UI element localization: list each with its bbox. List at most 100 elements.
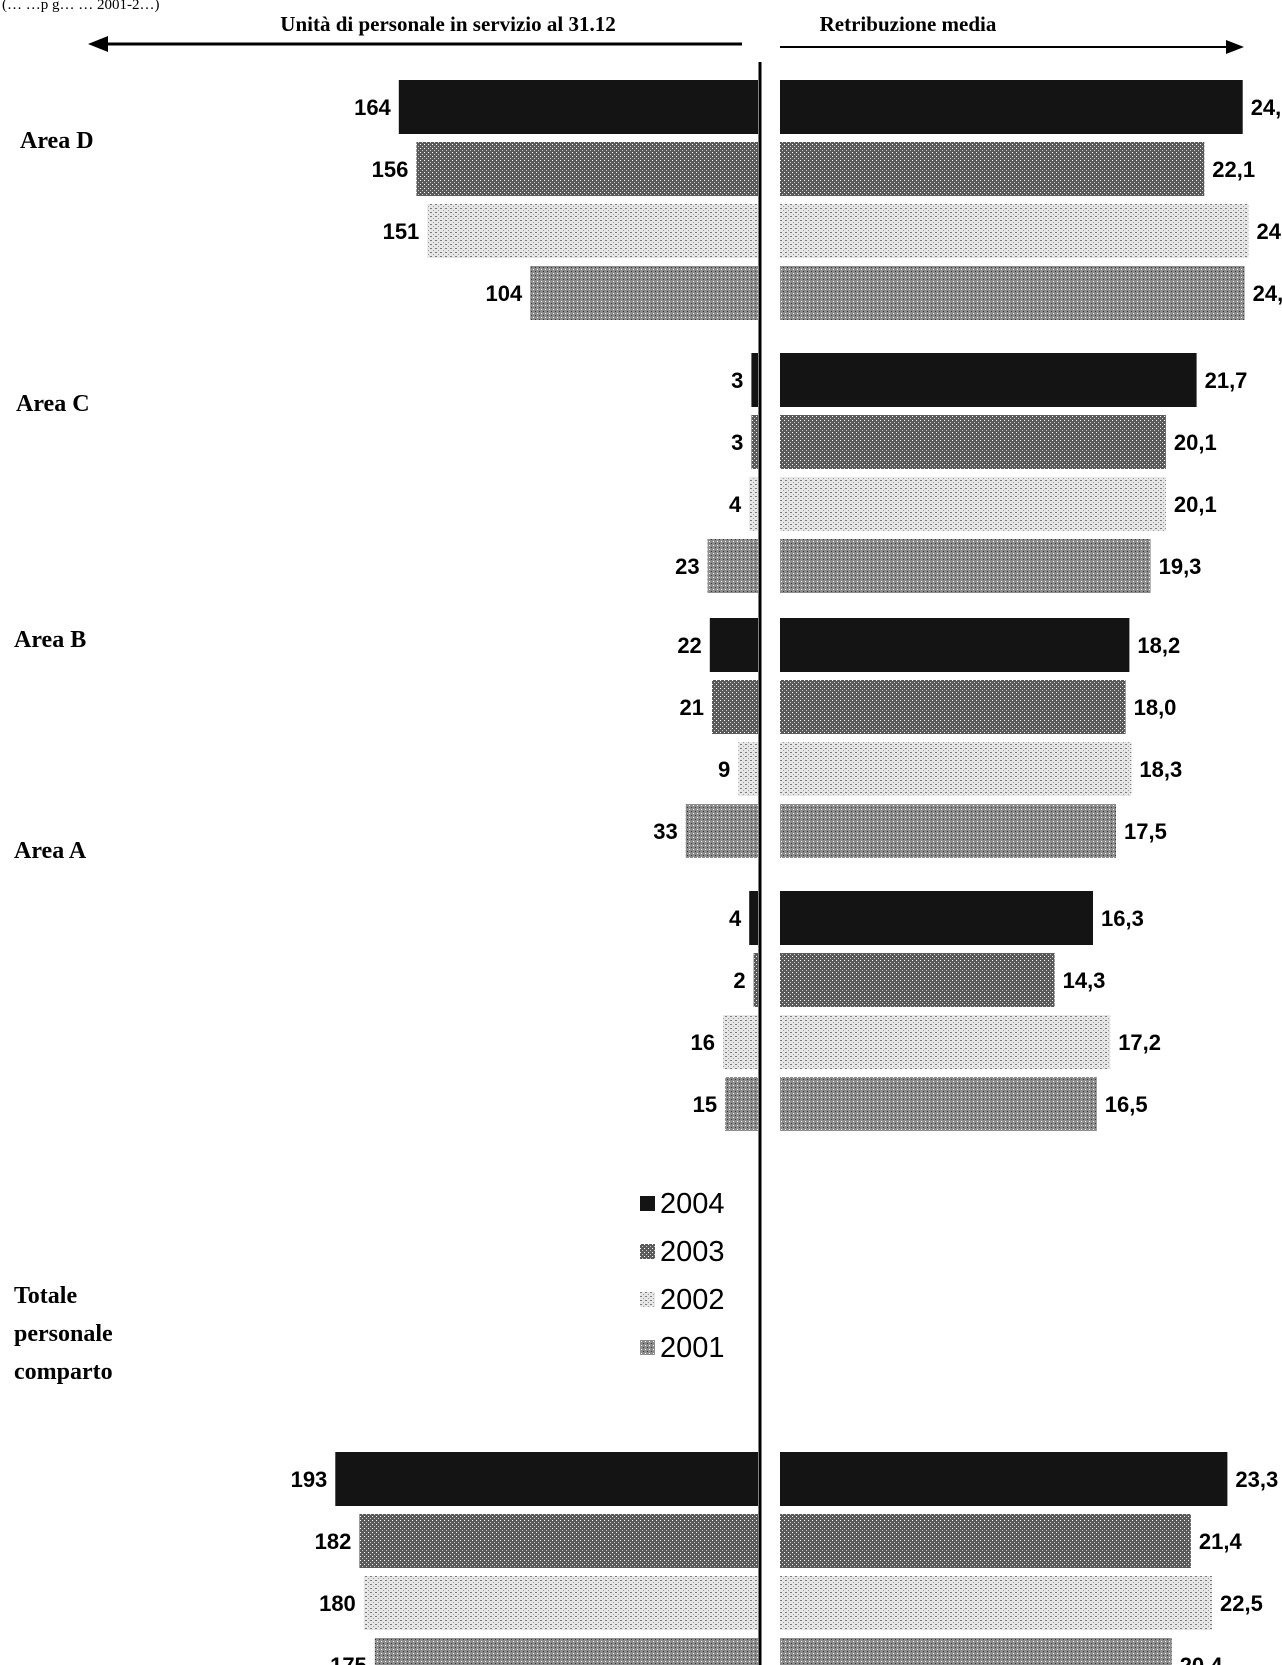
right-value-label-4-2001: 20,4 <box>1180 1653 1224 1665</box>
left-value-label-4-2002: 180 <box>319 1591 356 1616</box>
legend-label-2002: 2002 <box>660 1284 725 1316</box>
legend-label-2001: 2001 <box>660 1332 725 1364</box>
left-bar-2-2001 <box>685 804 758 858</box>
right-value-label-3-2001: 16,5 <box>1105 1092 1148 1117</box>
left-bar-3-2002 <box>723 1015 758 1069</box>
right-value-label-4-2003: 21,4 <box>1199 1529 1243 1554</box>
right-bar-3-2003 <box>780 953 1055 1007</box>
right-panel-title: Retribuzione media <box>820 12 997 36</box>
left-bar-0-2004 <box>398 80 758 134</box>
left-bar-1-2004 <box>751 353 758 407</box>
category-label-comparto: comparto <box>14 1359 113 1385</box>
right-bar-3-2002 <box>780 1015 1111 1069</box>
top-cut-text: (… …p g… … 2001-2…) <box>2 0 160 13</box>
right-bar-0-2004 <box>780 80 1243 134</box>
right-value-label-3-2002: 17,2 <box>1118 1030 1161 1055</box>
left-value-label-1-2001: 23 <box>675 554 699 579</box>
right-value-label-2-2003: 18,0 <box>1134 695 1177 720</box>
left-value-label-3-2003: 2 <box>733 968 745 993</box>
left-bar-4-2004 <box>335 1452 758 1506</box>
left-bar-1-2003 <box>751 415 758 469</box>
left-value-label-3-2004: 4 <box>729 906 742 931</box>
left-bar-2-2002 <box>738 742 758 796</box>
right-value-label-0-2001: 24,2 <box>1253 281 1282 306</box>
left-value-label-2-2001: 33 <box>653 819 677 844</box>
right-bar-1-2004 <box>780 353 1197 407</box>
right-bar-4-2004 <box>780 1452 1228 1506</box>
right-bar-0-2001 <box>780 266 1245 320</box>
left-value-label-0-2004: 164 <box>354 95 391 120</box>
left-bar-3-2001 <box>725 1077 758 1131</box>
right-bar-4-2001 <box>780 1638 1172 1665</box>
legend: 2004 2003 2002 2001 <box>640 1188 725 1364</box>
left-bar-2-2004 <box>709 618 758 672</box>
legend-label-2003: 2003 <box>660 1236 725 1268</box>
right-value-label-0-2004: 24,1 <box>1251 95 1282 120</box>
left-value-label-0-2001: 104 <box>485 281 522 306</box>
left-value-label-1-2004: 3 <box>731 368 743 393</box>
left-value-label-4-2004: 193 <box>291 1467 328 1492</box>
right-bar-0-2003 <box>780 142 1205 196</box>
left-panel-title: Unità di personale in servizio al 31.12 <box>280 12 615 36</box>
left-bar-0-2001 <box>530 266 758 320</box>
right-value-label-3-2003: 14,3 <box>1063 968 1106 993</box>
right-bar-2-2004 <box>780 618 1130 672</box>
left-value-label-0-2003: 156 <box>372 157 409 182</box>
category-label-area-c: Area C <box>16 391 90 417</box>
value-labels-layer: 16424,115622,115124,410424,2321,7320,142… <box>291 95 1282 1665</box>
left-bar-4-2001 <box>374 1638 759 1665</box>
right-value-label-0-2002: 24,4 <box>1257 219 1282 244</box>
left-value-label-2-2002: 9 <box>718 757 730 782</box>
category-label-area-a: Area A <box>14 838 87 864</box>
left-bar-2-2003 <box>712 680 758 734</box>
category-label-totale: Totale <box>14 1283 77 1309</box>
right-bar-4-2003 <box>780 1514 1191 1568</box>
right-value-label-1-2003: 20,1 <box>1174 430 1217 455</box>
right-arrow <box>780 40 1244 54</box>
right-bar-2-2003 <box>780 680 1126 734</box>
legend-swatch-2002 <box>640 1292 655 1307</box>
left-value-label-0-2002: 151 <box>383 219 420 244</box>
legend-swatch-2003 <box>640 1244 655 1259</box>
legend-label-2004: 2004 <box>660 1188 725 1220</box>
left-value-label-4-2003: 182 <box>315 1529 352 1554</box>
left-bar-1-2001 <box>707 539 758 593</box>
left-value-label-3-2002: 16 <box>691 1030 715 1055</box>
left-value-label-2-2004: 22 <box>677 633 701 658</box>
right-value-label-3-2004: 16,3 <box>1101 906 1144 931</box>
right-bar-3-2001 <box>780 1077 1097 1131</box>
right-bar-0-2002 <box>780 204 1249 258</box>
left-arrow <box>88 36 742 52</box>
left-value-label-4-2001: 175 <box>330 1653 367 1665</box>
bars-layer <box>335 80 1249 1665</box>
category-label-area-d: Area D <box>20 128 94 154</box>
right-value-label-2-2001: 17,5 <box>1124 819 1167 844</box>
left-bar-1-2002 <box>749 477 758 531</box>
left-bar-4-2002 <box>363 1576 758 1630</box>
right-bar-2-2001 <box>780 804 1116 858</box>
right-bar-1-2002 <box>780 477 1166 531</box>
right-bar-1-2001 <box>780 539 1151 593</box>
left-value-label-3-2001: 15 <box>693 1092 717 1117</box>
right-value-label-1-2002: 20,1 <box>1174 492 1217 517</box>
legend-swatch-2001 <box>640 1340 655 1355</box>
category-label-area-b: Area B <box>14 627 86 653</box>
left-value-label-1-2002: 4 <box>729 492 742 517</box>
right-value-label-1-2001: 19,3 <box>1159 554 1202 579</box>
right-value-label-4-2002: 22,5 <box>1220 1591 1263 1616</box>
right-value-label-1-2004: 21,7 <box>1205 368 1248 393</box>
left-bar-3-2003 <box>753 953 758 1007</box>
right-value-label-2-2002: 18,3 <box>1139 757 1182 782</box>
category-label-personale: personale <box>14 1321 113 1347</box>
right-bar-2-2002 <box>780 742 1132 796</box>
left-bar-0-2003 <box>416 142 758 196</box>
left-value-label-1-2003: 3 <box>731 430 743 455</box>
right-value-label-0-2003: 22,1 <box>1212 157 1255 182</box>
left-value-label-2-2003: 21 <box>680 695 704 720</box>
right-value-label-4-2004: 23,3 <box>1235 1467 1278 1492</box>
legend-swatch-2004 <box>640 1196 655 1211</box>
left-bar-0-2002 <box>427 204 758 258</box>
left-bar-3-2004 <box>749 891 758 945</box>
right-bar-4-2002 <box>780 1576 1212 1630</box>
